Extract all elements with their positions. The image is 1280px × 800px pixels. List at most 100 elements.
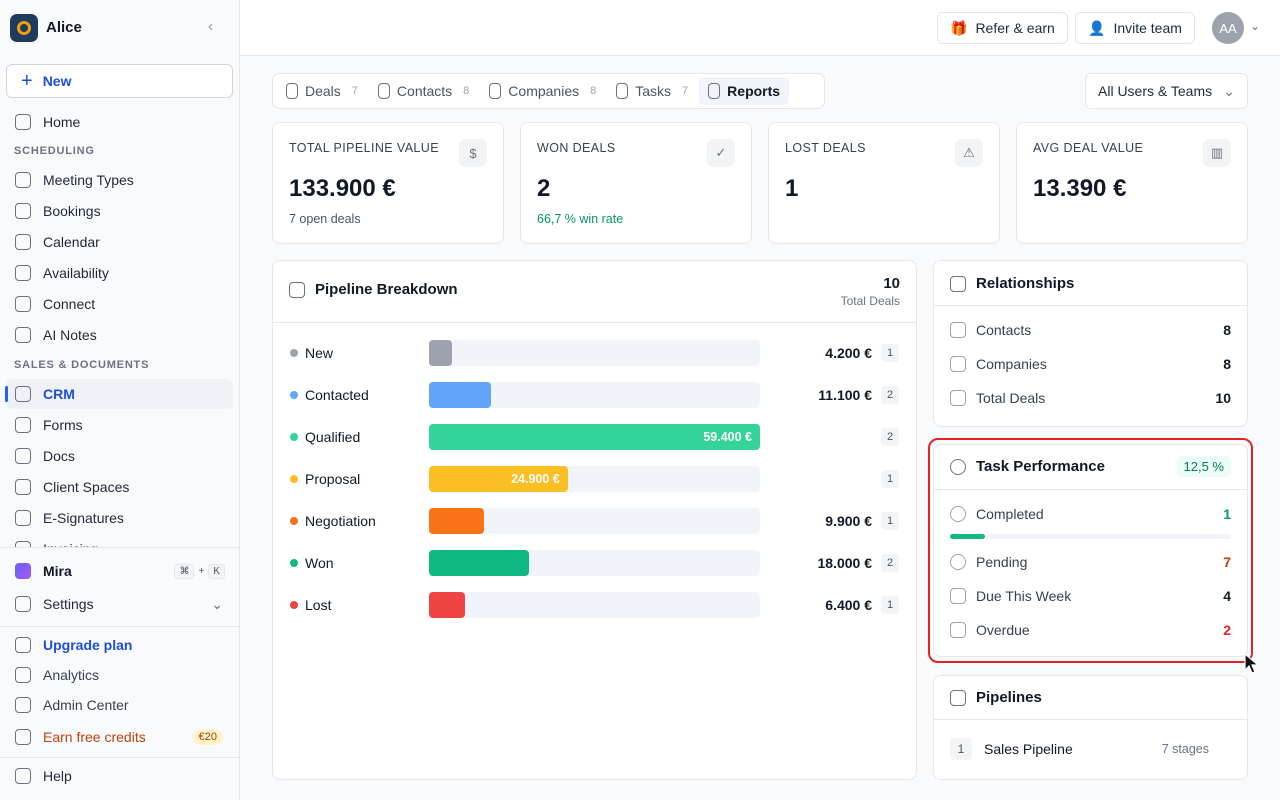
icon [377, 83, 390, 99]
nav-item[interactable]: Earn free credits €20 [6, 722, 233, 752]
stage-dot [290, 601, 298, 609]
new-button[interactable]: + New [6, 64, 233, 98]
filter-label: All Users & Teams [1098, 83, 1213, 99]
nav-label: Meeting Types [43, 172, 134, 188]
task-label: Overdue [976, 622, 1030, 638]
nav-item[interactable]: Meeting Types [6, 165, 233, 195]
stat-icon: ⚠ [955, 139, 983, 167]
pipeline-header: Pipeline Breakdown [289, 281, 458, 298]
stat-icon: ▥ [1203, 139, 1231, 167]
nav-label: Bookings [43, 203, 101, 219]
invite-button[interactable]: 👤 Invite team [1075, 12, 1195, 44]
divider [0, 626, 240, 627]
stage-name: Qualified [305, 429, 361, 445]
icon [15, 327, 31, 343]
nav-item[interactable]: Availability [6, 258, 233, 288]
task-header: Task Performance [950, 458, 1105, 475]
nav-item[interactable]: Invoicing [6, 534, 233, 557]
stage-count: 2 [881, 386, 899, 404]
icon [15, 510, 31, 526]
progress-track [950, 534, 1231, 539]
nav-label: Analytics [43, 667, 100, 683]
stage-dot [290, 475, 298, 483]
nav-item[interactable]: Settings ⌄ [6, 589, 233, 619]
refer-button[interactable]: 🎁 Refer & earn [937, 12, 1068, 44]
assistant[interactable]: Mira ⌘ + K [6, 556, 233, 586]
tab[interactable]: Deals 7 [277, 77, 367, 105]
nav-item[interactable]: Upgrade plan [6, 630, 233, 660]
stage-count: 1 [881, 470, 899, 488]
nav-label: Connect [43, 296, 96, 312]
stage-value: 6.400 € [825, 597, 872, 613]
tab[interactable]: Contacts 8 [369, 77, 478, 105]
stage-name: Lost [305, 597, 332, 613]
shortcut-key: ⌘ [174, 563, 195, 579]
nav-label: Help [43, 768, 72, 784]
bar-label: 24.900 € [511, 472, 560, 486]
bar: 24.900 € [429, 466, 568, 492]
icon [15, 417, 31, 433]
nav-item[interactable]: AI Notes [6, 320, 233, 350]
nav-item[interactable]: Analytics [6, 660, 233, 690]
collapse[interactable]: ‹ [208, 18, 214, 35]
nav-label: Invoicing [43, 541, 99, 557]
stage-dot [290, 517, 298, 525]
tab-label: Tasks [635, 83, 672, 99]
avatar-menu[interactable]: ⌄ [1250, 19, 1261, 33]
cursor [1244, 652, 1260, 674]
nav-item[interactable]: Docs [6, 441, 233, 471]
nav-item[interactable]: Forms [6, 410, 233, 440]
nav-item[interactable]: Help [6, 761, 233, 791]
tab[interactable]: Tasks 7 [607, 77, 697, 105]
icon [950, 506, 966, 522]
relationship-value: 10 [1215, 390, 1231, 406]
stage-name: Proposal [305, 471, 361, 487]
nav-item[interactable]: Bookings [6, 196, 233, 226]
tab[interactable]: Companies 8 [480, 77, 605, 105]
relationship-label: Companies [976, 356, 1047, 372]
stat-card: AVG DEAL VALUE ▥ 13.390 € [1016, 122, 1248, 244]
divider [934, 305, 1247, 306]
divider [934, 719, 1247, 720]
expand[interactable]: ⌄ [211, 595, 223, 612]
task-title: Task Performance [976, 458, 1105, 475]
bar-track [429, 340, 760, 366]
nav-item[interactable]: Home [6, 107, 233, 137]
workspace-name[interactable]: Alice [46, 19, 82, 36]
nav-item[interactable]: Calendar [6, 227, 233, 257]
nav-item[interactable]: Admin Center [6, 690, 233, 720]
relationship-row: Companies 8 [950, 356, 1231, 372]
stage-count: 1 [881, 512, 899, 530]
stat-card: LOST DEALS ⚠ 1 [768, 122, 1000, 244]
highlight-outline [928, 438, 1253, 663]
stat-title: LOST DEALS [785, 141, 866, 155]
icon [15, 729, 31, 745]
pipeline-index: 1 [950, 738, 972, 760]
new-label: New [42, 73, 72, 89]
icon [950, 322, 966, 338]
nav-item[interactable]: CRM [5, 379, 233, 409]
icon [15, 667, 31, 683]
nav-label: Calendar [43, 234, 100, 250]
nav-item[interactable]: E-Signatures [6, 503, 233, 533]
refer-label: Refer & earn [975, 20, 1055, 36]
invite-label: Invite team [1113, 20, 1182, 36]
filter-select[interactable]: All Users & Teams ⌄ [1085, 73, 1248, 109]
pipeline-row[interactable]: 1 Sales Pipeline 7 stages [950, 738, 1209, 760]
task-card[interactable]: Task Performance 12,5 % Completed 1 Pendin… [933, 444, 1248, 657]
avatar[interactable]: AA [1212, 12, 1244, 44]
nav-item[interactable]: Connect [6, 289, 233, 319]
divider [0, 547, 240, 548]
pipeline-title: Pipeline Breakdown [315, 281, 458, 298]
relationship-row: Contacts 8 [950, 322, 1231, 338]
divider [0, 757, 240, 758]
nav-item[interactable]: Client Spaces [6, 472, 233, 502]
icon [15, 596, 31, 612]
task-label: Completed [976, 506, 1044, 522]
tab[interactable]: Reports [699, 77, 790, 105]
icon [15, 296, 31, 312]
sidebar: Alice ‹ + New Home SCHEDULING Meeting Types… [0, 0, 240, 800]
assistant-icon [15, 563, 31, 579]
nav-label: Client Spaces [43, 479, 130, 495]
